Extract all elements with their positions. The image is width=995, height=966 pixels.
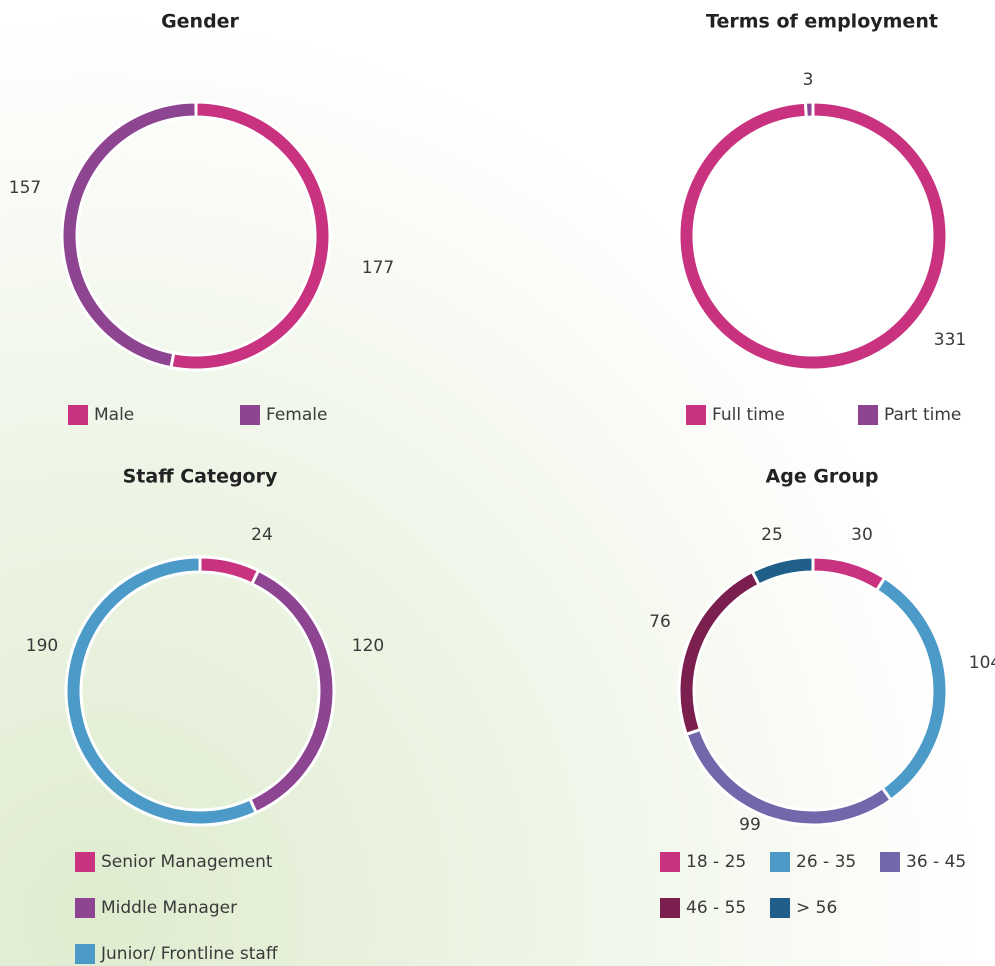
donut-segment [811,555,887,593]
data-label: 76 [649,612,671,632]
donut-segment [198,555,261,586]
legend-swatch [75,852,95,872]
data-label: 3 [803,70,814,90]
donut-segment [874,575,949,803]
legend-swatch [660,852,680,872]
data-label: 157 [9,178,41,198]
legend-label: > 56 [796,898,837,918]
data-label: 177 [362,258,394,278]
data-label: 99 [739,815,761,835]
legend-swatch [770,898,790,918]
legend-label: 26 - 35 [796,852,856,872]
donut-segment [247,568,336,815]
data-label: 190 [26,636,58,656]
legend-label: Female [266,405,327,425]
legend-label: 46 - 55 [686,898,746,918]
legend-label: 36 - 45 [906,852,966,872]
legend-swatch [858,405,878,425]
legend-swatch [770,852,790,872]
legend-swatch [75,944,95,964]
legend-label: Part time [884,405,961,425]
data-label: 30 [851,525,873,545]
legend-swatch [660,898,680,918]
data-label: 104 [969,653,995,673]
legend-swatch [68,405,88,425]
chart-title: Staff Category [123,466,278,488]
donut-segment [677,100,949,372]
legend-label: Junior/ Frontline staff [100,944,279,964]
chart-title: Gender [161,11,239,33]
data-label: 25 [761,525,783,545]
chart-title: Terms of employment [706,11,938,33]
data-label: 24 [251,525,273,545]
legend-label: 18 - 25 [686,852,746,872]
donut-segment [677,569,762,737]
donut-segment [64,555,259,827]
legend-swatch [880,852,900,872]
legend-swatch [75,898,95,918]
legend-swatch [240,405,260,425]
donut-segment [750,555,815,587]
chart-title: Age Group [766,466,879,488]
legend-label: Full time [712,405,785,425]
donut-segment [60,100,198,370]
donut-segment [803,100,815,119]
legend-label: Male [94,405,134,425]
legend-label: Middle Manager [101,898,237,918]
legend-label: Senior Management [101,852,273,872]
data-label: 120 [352,636,384,656]
legend-swatch [686,405,706,425]
donut-segment [684,727,894,827]
donut-segment [169,100,332,372]
data-label: 331 [934,330,966,350]
